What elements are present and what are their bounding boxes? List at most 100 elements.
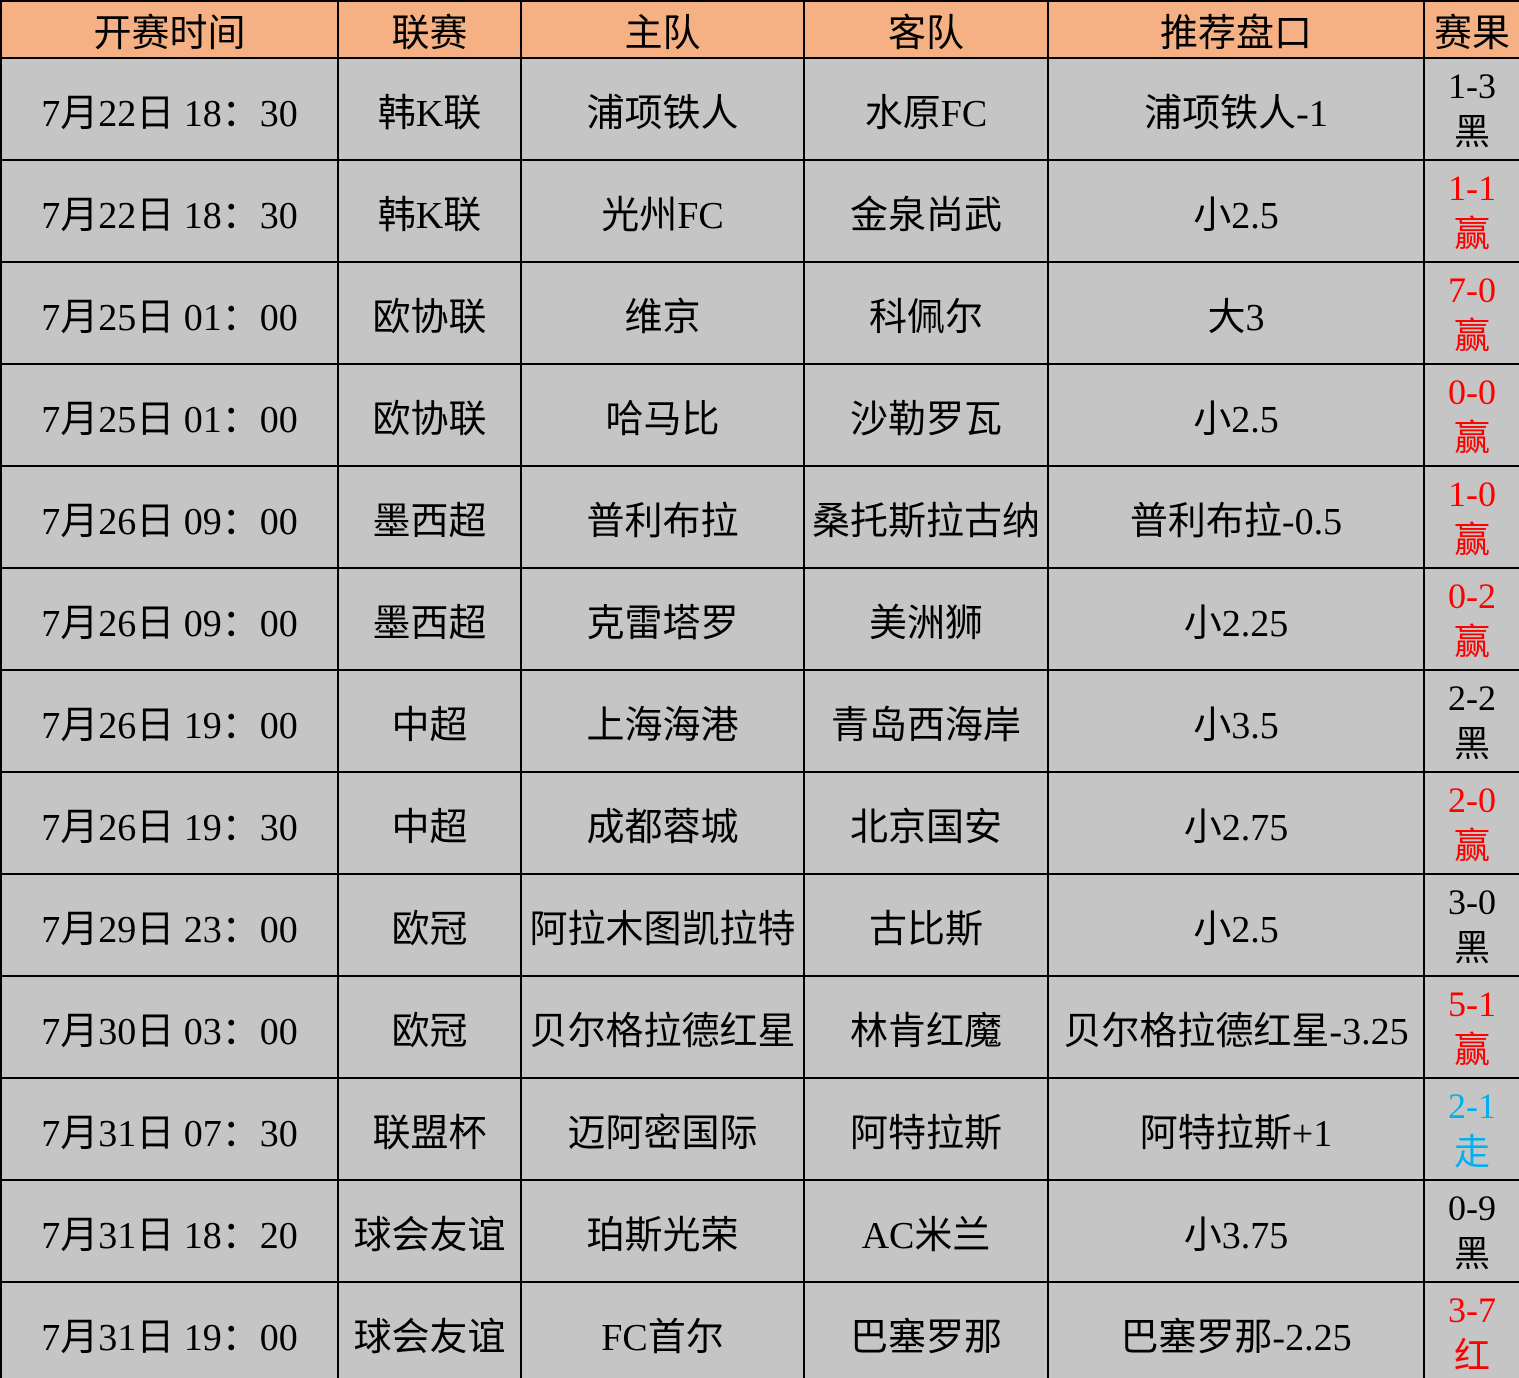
result-score: 2-1: [1448, 1085, 1496, 1126]
result-cell: 5-1 赢: [1423, 975, 1519, 1079]
home-team-cell: 阿拉木图凯拉特: [520, 873, 805, 977]
result-verdict: 赢: [1453, 316, 1490, 356]
time-cell: 7月26日 19：00: [0, 669, 339, 773]
result-cell: 1-3 黑: [1423, 57, 1519, 161]
result-verdict: 黑: [1453, 928, 1490, 968]
home-team-cell: 哈马比: [520, 363, 805, 467]
result-cell: 1-1 赢: [1423, 159, 1519, 263]
table-row: 7月22日 18：30 韩K联 光州FC 金泉尚武 小2.5 1-1 赢: [0, 159, 1519, 263]
home-team-cell: FC首尔: [520, 1281, 805, 1378]
handicap-cell: 小3.5: [1047, 669, 1425, 773]
league-cell: 中超: [337, 669, 522, 773]
home-team-cell: 迈阿密国际: [520, 1077, 805, 1181]
result-verdict: 红: [1453, 1336, 1490, 1376]
league-cell: 欧冠: [337, 873, 522, 977]
result-score: 2-2: [1448, 677, 1496, 718]
home-team-cell: 普利布拉: [520, 465, 805, 569]
table-row: 7月31日 18：20 球会友谊 珀斯光荣 AC米兰 小3.75 0-9 黑: [0, 1179, 1519, 1283]
away-team-cell: 林肯红魔: [803, 975, 1049, 1079]
time-cell: 7月22日 18：30: [0, 57, 339, 161]
away-team-cell: 阿特拉斯: [803, 1077, 1049, 1181]
result-verdict: 赢: [1453, 826, 1490, 866]
result-score: 0-2: [1448, 575, 1496, 616]
handicap-cell: 小2.25: [1047, 567, 1425, 671]
handicap-cell: 小2.5: [1047, 159, 1425, 263]
handicap-cell: 小2.5: [1047, 363, 1425, 467]
col-header-result: 赛果: [1423, 0, 1519, 59]
result-score: 1-1: [1448, 167, 1496, 208]
away-team-cell: 巴塞罗那: [803, 1281, 1049, 1378]
league-cell: 墨西超: [337, 465, 522, 569]
result-verdict: 赢: [1453, 214, 1490, 254]
time-cell: 7月31日 19：00: [0, 1281, 339, 1378]
league-cell: 球会友谊: [337, 1179, 522, 1283]
result-cell: 1-0 赢: [1423, 465, 1519, 569]
league-cell: 韩K联: [337, 159, 522, 263]
time-cell: 7月25日 01：00: [0, 261, 339, 365]
result-cell: 3-7 红: [1423, 1281, 1519, 1378]
result-cell: 2-0 赢: [1423, 771, 1519, 875]
handicap-cell: 小2.5: [1047, 873, 1425, 977]
result-score: 5-1: [1448, 983, 1496, 1024]
result-score: 2-0: [1448, 779, 1496, 820]
table-row: 7月26日 09：00 墨西超 普利布拉 桑托斯拉古纳 普利布拉-0.5 1-0…: [0, 465, 1519, 569]
result-verdict: 黑: [1453, 112, 1490, 152]
table-row: 7月30日 03：00 欧冠 贝尔格拉德红星 林肯红魔 贝尔格拉德红星-3.25…: [0, 975, 1519, 1079]
away-team-cell: AC米兰: [803, 1179, 1049, 1283]
handicap-cell: 阿特拉斯+1: [1047, 1077, 1425, 1181]
league-cell: 中超: [337, 771, 522, 875]
result-verdict: 赢: [1453, 418, 1490, 458]
handicap-cell: 巴塞罗那-2.25: [1047, 1281, 1425, 1378]
result-cell: 0-0 赢: [1423, 363, 1519, 467]
time-cell: 7月31日 18：20: [0, 1179, 339, 1283]
league-cell: 联盟杯: [337, 1077, 522, 1181]
league-cell: 欧协联: [337, 363, 522, 467]
result-verdict: 赢: [1453, 1030, 1490, 1070]
handicap-cell: 小3.75: [1047, 1179, 1425, 1283]
handicap-cell: 普利布拉-0.5: [1047, 465, 1425, 569]
result-score: 3-7: [1448, 1289, 1496, 1330]
result-score: 7-0: [1448, 269, 1496, 310]
result-score: 1-0: [1448, 473, 1496, 514]
handicap-cell: 贝尔格拉德红星-3.25: [1047, 975, 1425, 1079]
time-cell: 7月25日 01：00: [0, 363, 339, 467]
result-verdict: 走: [1453, 1132, 1490, 1172]
time-cell: 7月22日 18：30: [0, 159, 339, 263]
col-header-away: 客队: [803, 0, 1049, 59]
home-team-cell: 浦项铁人: [520, 57, 805, 161]
table-row: 7月29日 23：00 欧冠 阿拉木图凯拉特 古比斯 小2.5 3-0 黑: [0, 873, 1519, 977]
away-team-cell: 金泉尚武: [803, 159, 1049, 263]
home-team-cell: 成都蓉城: [520, 771, 805, 875]
away-team-cell: 科佩尔: [803, 261, 1049, 365]
result-cell: 3-0 黑: [1423, 873, 1519, 977]
league-cell: 欧协联: [337, 261, 522, 365]
away-team-cell: 桑托斯拉古纳: [803, 465, 1049, 569]
result-score: 3-0: [1448, 881, 1496, 922]
away-team-cell: 古比斯: [803, 873, 1049, 977]
home-team-cell: 贝尔格拉德红星: [520, 975, 805, 1079]
result-verdict: 赢: [1453, 520, 1490, 560]
handicap-cell: 大3: [1047, 261, 1425, 365]
result-cell: 2-1 走: [1423, 1077, 1519, 1181]
league-cell: 韩K联: [337, 57, 522, 161]
away-team-cell: 青岛西海岸: [803, 669, 1049, 773]
away-team-cell: 水原FC: [803, 57, 1049, 161]
result-score: 1-3: [1448, 65, 1496, 106]
time-cell: 7月26日 09：00: [0, 465, 339, 569]
header-row: 开赛时间 联赛 主队 客队 推荐盘口 赛果: [0, 0, 1519, 59]
table-row: 7月26日 19：00 中超 上海海港 青岛西海岸 小3.5 2-2 黑: [0, 669, 1519, 773]
col-header-handicap: 推荐盘口: [1047, 0, 1425, 59]
table-row: 7月25日 01：00 欧协联 哈马比 沙勒罗瓦 小2.5 0-0 赢: [0, 363, 1519, 467]
result-cell: 0-2 赢: [1423, 567, 1519, 671]
time-cell: 7月30日 03：00: [0, 975, 339, 1079]
table-row: 7月26日 19：30 中超 成都蓉城 北京国安 小2.75 2-0 赢: [0, 771, 1519, 875]
result-cell: 0-9 黑: [1423, 1179, 1519, 1283]
time-cell: 7月29日 23：00: [0, 873, 339, 977]
result-score: 0-0: [1448, 371, 1496, 412]
away-team-cell: 沙勒罗瓦: [803, 363, 1049, 467]
result-verdict: 赢: [1453, 622, 1490, 662]
table-row: 7月25日 01：00 欧协联 维京 科佩尔 大3 7-0 赢: [0, 261, 1519, 365]
home-team-cell: 珀斯光荣: [520, 1179, 805, 1283]
